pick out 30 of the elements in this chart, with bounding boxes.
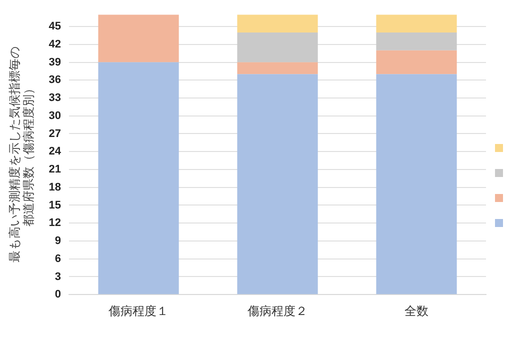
y-tick-label: 15 <box>48 199 62 212</box>
bar <box>376 32 457 50</box>
bar <box>376 14 457 32</box>
y-tick-label: 12 <box>48 217 62 230</box>
y-tick-label: 9 <box>54 235 62 248</box>
y-axis-title: 最も高い予測精度を示した気候指標毎の都道府県数（傷病程度別） <box>7 46 36 263</box>
y-tick-label: 3 <box>54 270 62 283</box>
y-tick-label: 30 <box>48 110 62 122</box>
bar <box>98 62 179 294</box>
y-tick-label: 18 <box>48 181 62 194</box>
y-tick-label: 21 <box>48 164 62 176</box>
bar <box>237 32 318 62</box>
x-tick-label: 傷病程度２ <box>246 304 308 318</box>
y-tick-label: 27 <box>48 128 62 140</box>
x-tick-label: 傷病程度１ <box>108 304 169 318</box>
bar <box>98 14 179 62</box>
y-tick-label: 36 <box>48 74 62 86</box>
y-tick-label: 33 <box>48 92 62 104</box>
bar <box>237 62 318 74</box>
y-tick-label: 0 <box>54 288 62 301</box>
bar <box>237 14 318 32</box>
bar <box>376 74 457 294</box>
y-tick-label: 6 <box>54 252 62 265</box>
x-tick-label: 全数 <box>404 304 429 318</box>
bar <box>237 74 318 294</box>
y-tick-label: 24 <box>48 146 62 158</box>
y-tick-label: 45 <box>48 20 62 33</box>
y-tick-label: 42 <box>48 38 62 50</box>
bar <box>376 50 457 74</box>
y-tick-label: 39 <box>48 56 62 68</box>
